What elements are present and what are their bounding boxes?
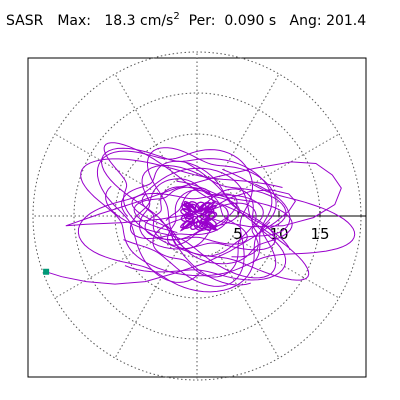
start-marker-group bbox=[43, 268, 50, 275]
trace-loop bbox=[80, 158, 356, 277]
trace-loop bbox=[152, 188, 259, 278]
trace-loop bbox=[96, 149, 254, 287]
trace-loop bbox=[100, 147, 277, 286]
per-value: 0.090 bbox=[224, 13, 265, 29]
per-unit: s bbox=[268, 13, 277, 29]
x-tick-label: 5 bbox=[233, 225, 243, 243]
station-code: SASR bbox=[6, 13, 44, 29]
trace-loop bbox=[147, 147, 291, 264]
grid-spoke bbox=[217, 251, 280, 359]
trace-loop bbox=[159, 187, 238, 250]
grid-spoke bbox=[217, 73, 280, 181]
max-unit-exponent: 2 bbox=[173, 11, 180, 22]
motion-trace bbox=[45, 142, 356, 293]
ang-value: 201.4 bbox=[326, 13, 367, 29]
per-label: Per: bbox=[188, 13, 216, 29]
start-marker bbox=[43, 268, 50, 275]
trace-loop bbox=[77, 167, 287, 293]
grid-spoke bbox=[114, 73, 177, 181]
max-label: Max: bbox=[57, 13, 92, 29]
x-tick-label: 15 bbox=[310, 225, 329, 243]
grid-spoke bbox=[114, 251, 177, 359]
grid-spoke bbox=[54, 133, 162, 196]
trace-loop bbox=[103, 142, 310, 281]
grid-spoke bbox=[232, 133, 340, 196]
trace-excursion bbox=[65, 161, 342, 228]
max-unit: cm/s bbox=[140, 13, 174, 29]
chart-header: SASR Max: 18.3 cm/s2 Per: 0.090 s Ang: 20… bbox=[6, 11, 366, 29]
ang-label: Ang: bbox=[289, 13, 322, 29]
trace-loop bbox=[131, 180, 293, 265]
trace-core bbox=[179, 200, 218, 232]
grid-spoke bbox=[232, 236, 340, 299]
max-value: 18.3 bbox=[104, 13, 136, 29]
trace-loop bbox=[133, 186, 248, 245]
